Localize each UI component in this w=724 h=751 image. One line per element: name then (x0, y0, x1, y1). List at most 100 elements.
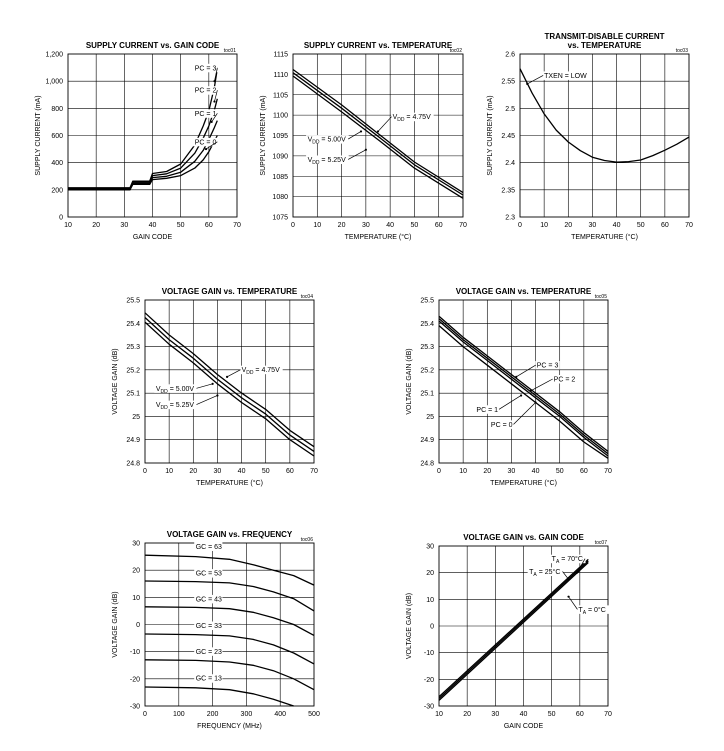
x-tick-label: 30 (491, 711, 499, 718)
annotation-leader (568, 596, 578, 610)
y-tick-label: 25.5 (420, 298, 434, 305)
y-tick-label: 2.45 (501, 133, 515, 140)
x-tick-label: 60 (286, 468, 294, 475)
y-tick-label: 25.1 (126, 391, 140, 398)
x-tick-label: 40 (149, 222, 157, 229)
x-tick-label: 30 (214, 468, 222, 475)
x-axis-label: TEMPERATURE (°C) (345, 233, 412, 241)
y-tick-label: -10 (130, 649, 140, 656)
y-tick-label: 25.2 (420, 367, 434, 374)
annotation-backing (306, 135, 349, 144)
x-tick-label: 300 (241, 711, 253, 718)
annotation-backing (194, 647, 223, 656)
annotation-leader (348, 149, 367, 160)
y-tick-label: 2.6 (505, 52, 515, 59)
y-tick-label: 10 (426, 597, 434, 604)
x-tick-label: 0 (291, 222, 295, 229)
annotation-label: VDD = 4.75V (242, 367, 281, 376)
y-tick-label: 30 (426, 544, 434, 551)
annotation-leader (576, 558, 586, 573)
annotation-leader (211, 113, 218, 123)
y-tick-label: -30 (424, 704, 434, 711)
chart-title: VOLTAGE GAIN vs. TEMPERATURE (456, 287, 592, 296)
y-tick-label: -30 (130, 704, 140, 711)
series-line-0 (292, 68, 464, 194)
annotation-arrowhead (529, 389, 532, 392)
x-tick-label: 40 (613, 222, 621, 229)
annotation-leader (562, 571, 569, 580)
x-tick-label: 0 (143, 711, 147, 718)
y-tick-label: 400 (51, 160, 63, 167)
annotation-label: VDD = 5.25V (308, 157, 347, 166)
y-tick-label: 24.9 (420, 437, 434, 444)
series-line-3 (438, 325, 609, 459)
annotation-backing (154, 384, 197, 393)
annotation-leader (377, 116, 392, 132)
annotation-leader (516, 364, 536, 378)
series-line-3 (144, 633, 315, 665)
y-axis-label: VOLTAGE GAIN (dB) (406, 593, 413, 659)
annotation-label: GC = 53 (196, 571, 222, 578)
x-axis-label: GAIN CODE (133, 234, 173, 241)
series-line-0 (438, 558, 589, 698)
y-tick-label: 2.5 (505, 106, 515, 113)
y-tick-label: 200 (51, 187, 63, 194)
x-tick-label: 60 (661, 222, 669, 229)
x-tick-label: 0 (143, 468, 147, 475)
x-tick-label: 60 (576, 711, 584, 718)
annotation-arrowhead (575, 571, 579, 574)
annotation-backing (193, 63, 218, 73)
annotation-leader (226, 369, 241, 378)
y-tick-label: 25 (132, 414, 140, 421)
annotation-backing (527, 567, 564, 576)
x-tick-label: 30 (508, 468, 516, 475)
chart-title: vs. TEMPERATURE (568, 41, 642, 50)
annotation-leader (214, 67, 218, 82)
y-tick-label: 1090 (272, 153, 288, 160)
y-tick-label: 25.4 (420, 321, 434, 328)
plot-frame (144, 542, 315, 707)
x-tick-label: 20 (189, 468, 197, 475)
x-tick-label: 20 (463, 711, 471, 718)
y-tick-label: 1095 (272, 133, 288, 140)
series-line-1 (438, 318, 609, 455)
annotation-arrowhead (225, 375, 229, 378)
y-axis-label: SUPPLY CURRENT (mA) (487, 95, 494, 175)
y-tick-label: 800 (51, 106, 63, 113)
y-tick-label: 25.1 (420, 391, 434, 398)
y-axis-label: VOLTAGE GAIN (dB) (112, 591, 119, 657)
chart-toc01: SUPPLY CURRENT vs. GAIN CODE toc01 10 20 30 4… (35, 41, 241, 241)
figure-tag: toc04 (301, 294, 313, 300)
y-tick-label: 25.3 (420, 344, 434, 351)
y-tick-label: 0 (136, 622, 140, 629)
annotation-arrowhead (526, 82, 529, 85)
x-tick-label: 40 (520, 711, 528, 718)
annotation-label: PC = 1 (195, 111, 217, 118)
y-tick-label: 20 (132, 568, 140, 575)
annotation-arrowhead (359, 130, 363, 133)
annotation-backing (542, 71, 582, 80)
series-line-1 (292, 72, 464, 196)
chart-toc07: VOLTAGE GAIN vs. GAIN CODE toc07 10 20 30 40 5… (406, 533, 612, 730)
x-tick-label: 30 (362, 222, 370, 229)
x-tick-label: 70 (310, 468, 318, 475)
chart-title: TRANSMIT-DISABLE CURRENT (545, 32, 665, 41)
annotation-backing (194, 674, 223, 683)
annotation-backing (194, 594, 223, 604)
figure-tag: toc01 (224, 48, 236, 54)
annotation-backing (576, 605, 609, 614)
plot-area (439, 300, 608, 463)
x-tick-label: 100 (173, 711, 185, 718)
annotation-backing (154, 400, 197, 410)
series-line-0 (144, 554, 315, 586)
y-tick-label: 25.2 (126, 367, 140, 374)
annotation-backing (391, 112, 434, 122)
x-tick-label: 40 (238, 468, 246, 475)
x-axis-label: TEMPERATURE (°C) (571, 233, 638, 241)
annotation-backing (193, 109, 218, 118)
annotation-backing (535, 361, 560, 370)
figure-tag: toc07 (595, 540, 607, 546)
y-tick-label: 20 (426, 570, 434, 577)
y-tick-label: 1075 (272, 215, 288, 222)
